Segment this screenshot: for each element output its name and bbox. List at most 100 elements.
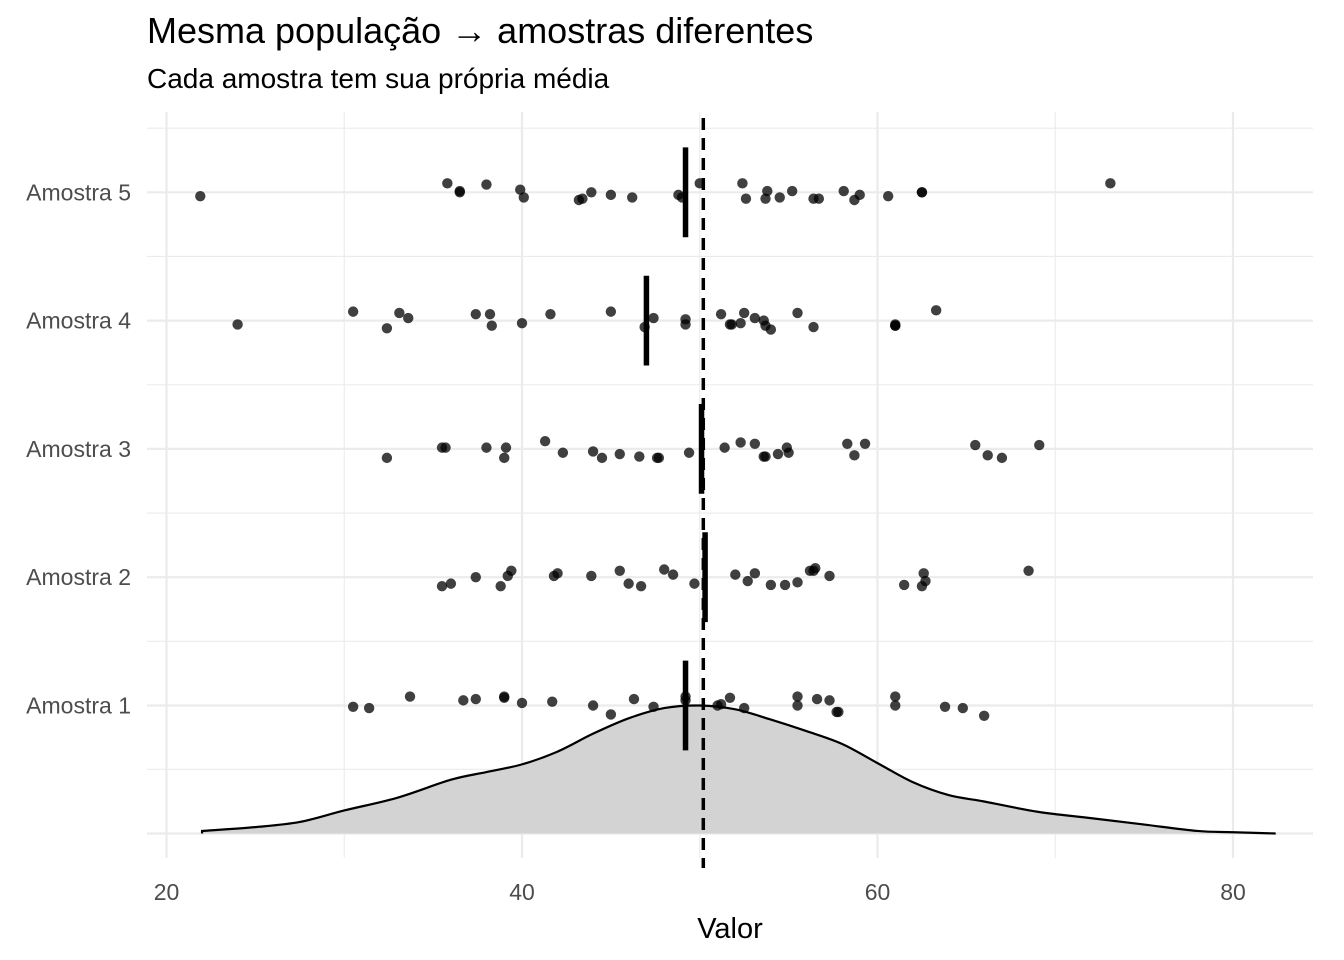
sample-point [404, 691, 416, 702]
sample-point [813, 193, 825, 204]
sample-point [470, 308, 481, 320]
sample-point [1105, 178, 1116, 189]
points-layer [195, 178, 1116, 721]
sample-point [627, 192, 638, 203]
sample-point [792, 700, 803, 711]
sample-point [740, 193, 752, 204]
sample-point [811, 693, 823, 705]
sample-point [587, 700, 599, 711]
sample-point [890, 700, 901, 711]
sample-point [634, 451, 645, 462]
sample-point [577, 193, 588, 204]
sample-point [454, 187, 465, 198]
y-tick-label: Amostra 4 [26, 308, 131, 334]
sample-point [499, 452, 510, 464]
sample-point [738, 702, 750, 714]
sample-point [970, 439, 981, 451]
sample-point [539, 436, 551, 447]
sample-point [495, 580, 506, 592]
sample-point [445, 578, 457, 589]
sample-point [749, 568, 761, 579]
sample-point [648, 312, 659, 324]
sample-point [232, 319, 243, 330]
sample-point [667, 569, 679, 580]
sample-point [762, 185, 773, 197]
sample-point [506, 565, 517, 576]
sample-point [978, 710, 990, 721]
sample-point [810, 563, 821, 574]
sample-point [792, 307, 803, 319]
sample-point [486, 320, 497, 331]
sample-point [499, 692, 510, 704]
chart-subtitle: Cada amostra tem sua própria média [147, 63, 610, 94]
sample-point [859, 438, 871, 449]
sample-point [738, 307, 750, 319]
sample-point [772, 448, 784, 460]
sample-point [808, 321, 819, 333]
sample-point [930, 305, 942, 316]
sample-point [957, 702, 969, 714]
sample-point [481, 179, 492, 190]
axis-labels-layer: 20 40 60 80 Amostra 1 Amostra 2 Amostra 3 Amost… [26, 179, 1246, 945]
sample-point [939, 701, 951, 712]
sample-point [470, 572, 481, 583]
sample-point [854, 189, 865, 201]
sample-point [659, 564, 670, 575]
sample-point [689, 578, 700, 589]
sample-point [765, 579, 777, 591]
sample-point [783, 447, 794, 458]
sample-point [683, 447, 695, 458]
density-layer [200, 704, 1276, 835]
sample-point [898, 579, 910, 591]
sample-point [735, 437, 746, 448]
sample-point [730, 569, 741, 580]
sample-point [890, 320, 901, 331]
y-tick-label: Amostra 3 [26, 436, 131, 462]
sample-point [715, 699, 727, 710]
sample-point [442, 178, 453, 189]
sample-point [648, 701, 659, 712]
sample-point [833, 706, 844, 718]
sample-point [458, 695, 469, 706]
sample-point [363, 702, 375, 714]
sample-point [605, 306, 617, 317]
sample-point [737, 178, 748, 189]
sample-point [481, 442, 492, 453]
sample-point [516, 317, 528, 329]
sample-point [838, 185, 849, 197]
sample-point [742, 575, 753, 587]
sample-point [1034, 439, 1045, 451]
sample-point [882, 190, 894, 202]
sample-point [824, 570, 835, 582]
sample-point [724, 692, 736, 704]
x-tick-label: 40 [509, 879, 535, 905]
sample-point [849, 450, 860, 461]
sample-point [605, 709, 617, 720]
sample-point [735, 317, 746, 329]
sample-point [628, 693, 640, 705]
sample-point [403, 312, 414, 324]
sample-point [347, 306, 359, 317]
sample-point [195, 190, 206, 202]
sample-point [760, 451, 771, 462]
sample-point [547, 696, 558, 707]
sample-point [470, 693, 481, 705]
sample-point [749, 312, 761, 324]
sample-point [635, 580, 647, 592]
sample-point [779, 579, 791, 591]
sample-point [557, 447, 569, 458]
y-tick-label: Amostra 5 [26, 179, 131, 205]
sample-point [436, 580, 448, 592]
x-axis-title: Valor [697, 913, 763, 945]
sample-point [792, 691, 803, 702]
density-area [202, 705, 1276, 834]
sample-point [653, 452, 665, 464]
sample-point [786, 185, 798, 197]
sample-point [552, 568, 563, 579]
sample-point [749, 438, 761, 449]
sample-point [381, 323, 393, 334]
sample-point [996, 452, 1008, 464]
density-line [200, 704, 1276, 835]
sample-point [587, 446, 599, 457]
